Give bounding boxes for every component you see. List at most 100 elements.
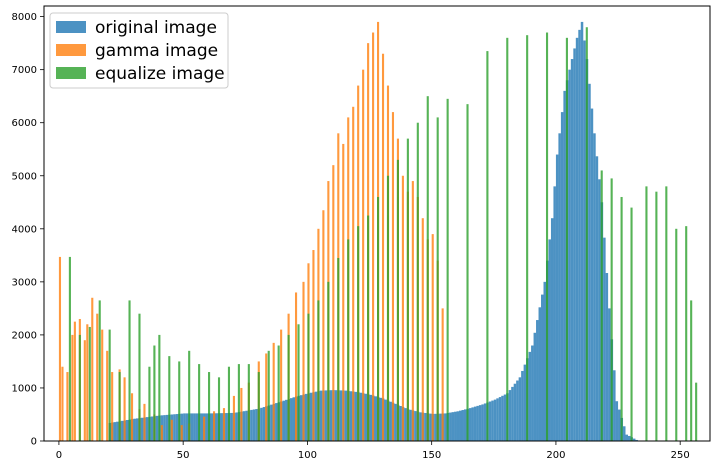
bar-2-54 bbox=[675, 228, 678, 441]
bar-0-207 bbox=[623, 426, 626, 441]
bar-1-3 bbox=[71, 334, 74, 441]
legend-label-1: gamma image bbox=[95, 41, 218, 61]
y-tick-label-8: 8000 bbox=[12, 12, 37, 23]
bar-1-51 bbox=[381, 53, 385, 442]
bar-0-157 bbox=[498, 397, 502, 441]
bar-0-151 bbox=[483, 403, 487, 441]
bar-0-143 bbox=[463, 409, 467, 441]
bar-0-159 bbox=[503, 394, 507, 441]
bar-1-24 bbox=[212, 411, 216, 441]
bar-0-62 bbox=[262, 407, 266, 441]
bar-2-19 bbox=[247, 364, 250, 441]
bar-0-97 bbox=[349, 391, 353, 441]
bar-0-15 bbox=[145, 417, 149, 441]
bar-1-11 bbox=[106, 350, 109, 441]
bar-0-54 bbox=[242, 411, 246, 441]
bar-2-9 bbox=[153, 345, 156, 441]
bar-0-127 bbox=[424, 412, 427, 441]
bar-1-6 bbox=[83, 340, 86, 441]
bar-0-65 bbox=[270, 404, 273, 441]
bar-0-188 bbox=[575, 37, 579, 441]
bar-1-19 bbox=[160, 425, 163, 441]
x-axis: 0 50 100 150 200 250 bbox=[56, 441, 690, 461]
bar-0-149 bbox=[478, 405, 482, 441]
bar-2-37 bbox=[426, 96, 429, 442]
series-2 bbox=[68, 27, 698, 442]
bar-2-41 bbox=[486, 51, 489, 442]
bar-0-3 bbox=[116, 421, 119, 441]
bar-0-81 bbox=[309, 392, 313, 441]
bar-1-17 bbox=[143, 403, 146, 441]
bar-0-27 bbox=[175, 414, 179, 441]
bar-2-6 bbox=[128, 300, 131, 441]
bar-0-109 bbox=[379, 397, 382, 441]
bar-1-43 bbox=[342, 143, 345, 441]
bar-2-53 bbox=[665, 186, 668, 441]
bar-1-35 bbox=[302, 281, 305, 441]
bar-0-26 bbox=[173, 414, 176, 441]
bar-0-194 bbox=[590, 108, 594, 441]
bar-1-4 bbox=[73, 321, 76, 441]
bar-0-139 bbox=[454, 411, 457, 441]
bar-0-19 bbox=[155, 415, 159, 441]
bar-0-137 bbox=[449, 412, 452, 441]
bar-0-91 bbox=[334, 390, 338, 441]
bar-2-36 bbox=[416, 122, 419, 442]
bar-2-7 bbox=[138, 313, 141, 441]
bar-0-23 bbox=[165, 414, 169, 441]
bars-layer bbox=[58, 21, 698, 442]
bar-0-43 bbox=[215, 413, 218, 441]
bar-0-39 bbox=[205, 413, 209, 441]
bar-0-61 bbox=[260, 407, 263, 441]
bar-1-26 bbox=[232, 395, 235, 441]
bar-0-121 bbox=[409, 409, 412, 441]
bar-2-29 bbox=[347, 239, 350, 441]
bar-0-125 bbox=[419, 412, 422, 441]
bar-0-115 bbox=[394, 403, 397, 441]
bar-0-105 bbox=[369, 394, 373, 441]
bar-1-0 bbox=[58, 256, 62, 441]
bar-0-85 bbox=[319, 390, 323, 441]
bar-0-187 bbox=[573, 48, 576, 441]
bar-1-2 bbox=[66, 372, 69, 441]
bar-1-47 bbox=[362, 69, 365, 441]
bar-0-171 bbox=[533, 332, 537, 441]
bar-2-39 bbox=[446, 98, 449, 441]
bar-1-10 bbox=[101, 329, 104, 441]
bar-0-200 bbox=[605, 273, 609, 441]
bar-0-203 bbox=[613, 370, 616, 441]
legend-box bbox=[49, 12, 229, 89]
bar-1-23 bbox=[203, 416, 206, 441]
bar-2-10 bbox=[158, 334, 161, 441]
bar-0-150 bbox=[481, 404, 484, 441]
bar-0-17 bbox=[150, 416, 154, 441]
y-tick-label-0: 0 bbox=[31, 437, 37, 448]
bar-0-5 bbox=[121, 420, 124, 441]
bar-0-181 bbox=[558, 133, 561, 441]
bar-2-32 bbox=[377, 196, 380, 441]
x-tick-label-3: 150 bbox=[422, 450, 441, 461]
bar-0-103 bbox=[364, 393, 368, 441]
bar-2-49 bbox=[620, 196, 623, 441]
bar-0-158 bbox=[501, 395, 504, 441]
bar-0-13 bbox=[140, 417, 144, 441]
bar-0-205 bbox=[618, 409, 621, 441]
bar-2-44 bbox=[545, 32, 549, 442]
bar-0-182 bbox=[560, 112, 564, 441]
bar-0-31 bbox=[185, 413, 189, 441]
bar-0-173 bbox=[538, 307, 542, 441]
bar-0-113 bbox=[389, 401, 392, 441]
bar-2-31 bbox=[367, 215, 370, 441]
bar-0-70 bbox=[282, 400, 286, 441]
bar-1-9 bbox=[96, 313, 99, 441]
bar-0-142 bbox=[461, 410, 464, 441]
legend-swatch-2 bbox=[56, 67, 86, 79]
bar-0-34 bbox=[193, 413, 196, 441]
x-tick-label-5: 250 bbox=[671, 450, 690, 461]
bar-0-111 bbox=[384, 399, 387, 441]
bar-0-11 bbox=[135, 418, 139, 441]
bar-2-24 bbox=[297, 324, 300, 441]
bar-0-10 bbox=[133, 418, 136, 441]
bar-1-21 bbox=[180, 425, 183, 441]
